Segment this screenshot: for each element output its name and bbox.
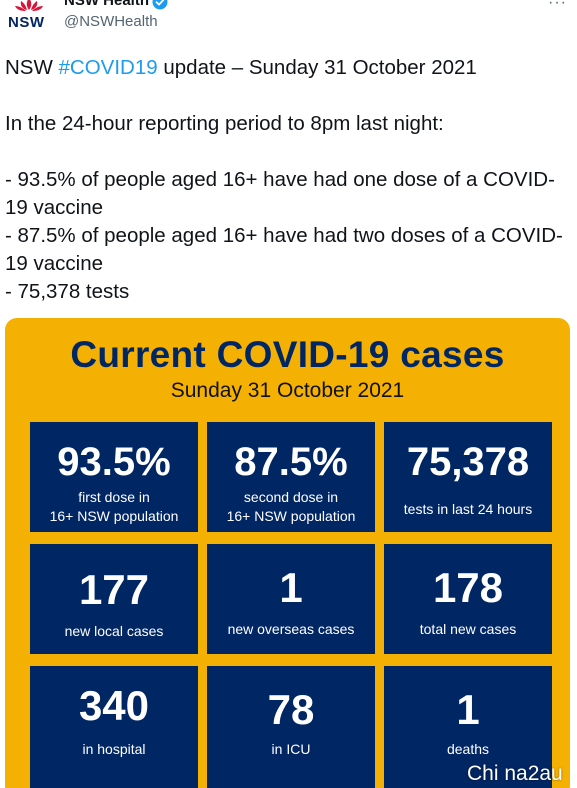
logo-text: NSW xyxy=(8,14,45,31)
stat-tile-first-dose: 93.5% first dose in 16+ NSW population xyxy=(30,422,198,532)
stat-label: second dose in 16+ NSW population xyxy=(226,489,356,524)
stat-value: 1 xyxy=(456,686,480,733)
stat-label: new local cases xyxy=(64,623,164,639)
stat-label: tests in last 24 hours xyxy=(403,501,533,517)
card-date: Sunday 31 October 2021 xyxy=(170,379,405,402)
account-handle[interactable]: @NSWHealth xyxy=(64,13,158,30)
stat-tile-tests: 75,378 tests in last 24 hours xyxy=(384,422,552,532)
tweet-body: In the 24-hour reporting period to 8pm l… xyxy=(5,112,563,303)
stat-value: 93.5% xyxy=(57,440,171,484)
tweet-header: NSW NSW Health @NSWHealth ··· xyxy=(0,0,577,40)
watermark-text: Chi na2au xyxy=(467,762,563,785)
stat-value: 177 xyxy=(78,566,150,613)
stat-tile-overseas-cases: 1 new overseas cases xyxy=(207,544,375,654)
stat-value: 75,378 xyxy=(406,440,530,484)
stat-label: total new cases xyxy=(419,621,517,637)
tweet-headline-suffix: update – Sunday 31 October 2021 xyxy=(157,56,477,79)
verified-badge-icon xyxy=(152,0,168,10)
stat-value: 178 xyxy=(432,564,504,611)
stat-value: 1 xyxy=(279,564,303,611)
stat-tile-deaths: 1 deaths xyxy=(384,666,552,788)
stat-tile-total-cases: 178 total new cases xyxy=(384,544,552,654)
display-name[interactable]: NSW Health xyxy=(64,0,150,9)
more-options-icon[interactable]: ··· xyxy=(548,0,567,11)
hashtag-link[interactable]: #COVID19 xyxy=(58,56,158,79)
stat-label: new overseas cases xyxy=(227,621,355,637)
tweet-prefix: NSW xyxy=(5,56,59,79)
stat-value: 340 xyxy=(78,682,150,729)
stat-tile-second-dose: 87.5% second dose in 16+ NSW population xyxy=(207,422,375,532)
stat-value: 78 xyxy=(267,686,315,733)
stat-label: in hospital xyxy=(82,741,146,757)
stat-tile-local-cases: 177 new local cases xyxy=(30,544,198,654)
stat-label: deaths xyxy=(446,741,490,757)
stat-value: 87.5% xyxy=(234,440,348,484)
card-title: Current COVID-19 cases xyxy=(70,334,505,375)
covid-update-image[interactable]: Current COVID-19 cases Sunday 31 October… xyxy=(5,318,570,788)
nsw-waratah-logo-icon[interactable] xyxy=(8,0,50,30)
stat-label: first dose in 16+ NSW population xyxy=(49,489,179,524)
stat-label: in ICU xyxy=(271,741,311,757)
stat-tile-hospital: 340 in hospital xyxy=(30,666,198,788)
tweet-text: NSW #COVID19 update – Sunday 31 October … xyxy=(5,54,565,306)
stat-tile-icu: 78 in ICU xyxy=(207,666,375,788)
